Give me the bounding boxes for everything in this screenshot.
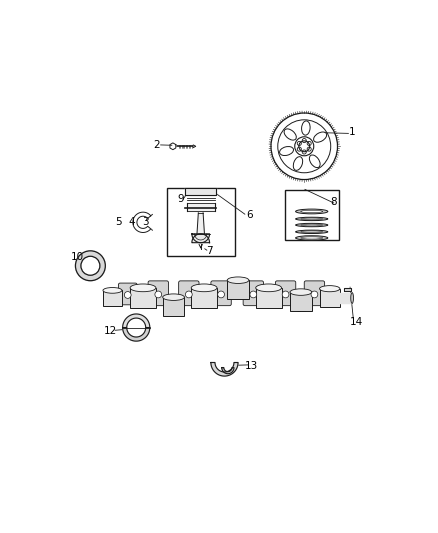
Polygon shape [185,188,216,195]
Circle shape [311,291,318,298]
Circle shape [185,291,192,298]
Polygon shape [222,368,234,374]
Ellipse shape [300,237,323,239]
Ellipse shape [296,236,328,240]
Polygon shape [187,203,215,212]
Ellipse shape [300,231,323,233]
Bar [227,280,249,299]
Ellipse shape [309,155,320,167]
Bar [103,290,122,305]
Bar [290,292,312,311]
Bar [285,190,339,240]
Ellipse shape [191,284,217,292]
Text: 14: 14 [350,317,363,327]
Text: 7: 7 [206,246,212,256]
Ellipse shape [302,121,310,135]
Ellipse shape [284,129,297,140]
Polygon shape [123,314,150,328]
FancyBboxPatch shape [243,281,264,305]
Text: 9: 9 [177,193,184,204]
Bar [130,288,156,308]
Polygon shape [75,251,105,281]
Polygon shape [344,288,351,291]
Polygon shape [123,328,150,341]
Text: 10: 10 [71,252,85,262]
Ellipse shape [300,211,323,213]
Circle shape [282,291,289,298]
Text: 1: 1 [349,127,355,137]
FancyBboxPatch shape [118,283,137,305]
Polygon shape [192,234,209,243]
Circle shape [155,291,162,298]
Text: 2: 2 [153,140,160,150]
Bar [162,297,184,316]
Ellipse shape [296,223,328,227]
Polygon shape [335,293,352,303]
Ellipse shape [296,209,328,214]
Ellipse shape [162,294,184,301]
Ellipse shape [293,157,303,171]
Polygon shape [192,234,209,243]
FancyBboxPatch shape [148,281,169,305]
Ellipse shape [300,224,323,226]
Ellipse shape [130,284,156,292]
Bar [256,288,282,308]
Ellipse shape [279,147,293,156]
Text: 15: 15 [296,303,309,313]
Text: 11: 11 [237,280,251,290]
FancyBboxPatch shape [276,281,296,305]
Ellipse shape [296,217,328,221]
Text: 8: 8 [330,197,337,207]
Text: 4: 4 [129,217,135,227]
Ellipse shape [300,218,323,220]
Text: 13: 13 [244,361,258,371]
Ellipse shape [351,293,353,303]
Polygon shape [133,212,151,232]
Polygon shape [211,362,238,376]
Text: 3: 3 [142,217,149,227]
Circle shape [250,291,257,298]
Ellipse shape [319,286,340,292]
Ellipse shape [296,230,328,233]
Ellipse shape [256,284,282,292]
Bar [191,288,217,308]
Polygon shape [197,213,205,234]
FancyBboxPatch shape [211,281,231,305]
Text: 6: 6 [247,209,253,220]
Ellipse shape [290,289,312,295]
FancyBboxPatch shape [304,281,325,305]
Text: 5: 5 [115,217,122,227]
Circle shape [124,292,131,298]
Ellipse shape [103,287,122,293]
Ellipse shape [227,277,249,284]
Circle shape [218,291,225,298]
Ellipse shape [314,132,327,142]
FancyBboxPatch shape [179,281,199,305]
Bar [167,188,235,256]
Bar [320,289,340,308]
Text: 12: 12 [104,326,117,336]
